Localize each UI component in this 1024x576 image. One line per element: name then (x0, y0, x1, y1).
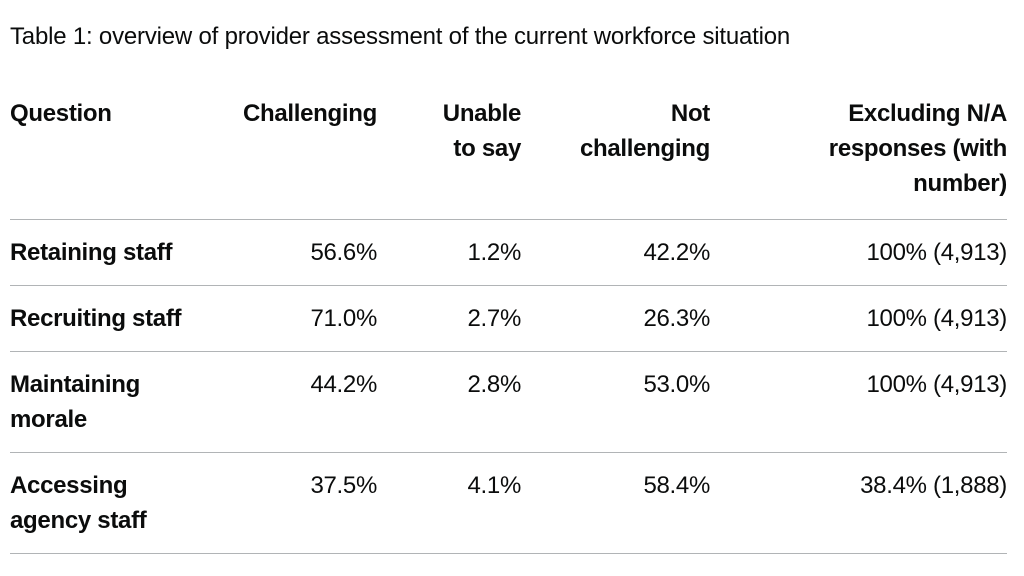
column-header-unable-to-say-text: Unable to say (442, 100, 522, 162)
row-label-maintaining-morale: Maintaining morale (10, 351, 225, 453)
column-header-excluding-na: Excluding N/A responses (with number) (710, 96, 1007, 220)
header-row: Question Challenging Unable to say Not c… (10, 96, 1007, 220)
cell-unable-to-say: 1.2% (377, 219, 521, 286)
row-label-recruiting-staff: Recruiting staff (10, 285, 225, 352)
column-header-not-challenging: Not challenging (521, 96, 710, 220)
cell-challenging: 37.5% (225, 452, 377, 554)
column-header-not-challenging-text: Not challenging (579, 100, 710, 162)
table-caption: Table 1: overview of provider assessment… (10, 23, 791, 50)
row-label-maintaining-morale-text: Maintaining morale (10, 371, 141, 433)
cell-unable-to-say: 2.8% (377, 351, 521, 453)
cell-excluding-na: 38.4% (1,888) (710, 452, 1007, 554)
cell-challenging: 56.6% (225, 219, 377, 286)
cell-not-challenging: 42.2% (521, 219, 710, 286)
row-label-accessing-agency-staff: Accessing agency staff (10, 452, 225, 554)
cell-challenging: 71.0% (225, 285, 377, 352)
cell-not-challenging: 58.4% (521, 452, 710, 554)
table-row: Maintaining morale 44.2% 2.8% 53.0% 100%… (10, 351, 1007, 453)
column-header-unable-to-say: Unable to say (377, 96, 521, 220)
table-row: Recruiting staff 71.0% 2.7% 26.3% 100% (… (10, 285, 1007, 352)
cell-not-challenging: 53.0% (521, 351, 710, 453)
cell-unable-to-say: 2.7% (377, 285, 521, 352)
table-row: Retaining staff 56.6% 1.2% 42.2% 100% (4… (10, 219, 1007, 286)
table-header: Question Challenging Unable to say Not c… (10, 96, 1007, 220)
column-header-question: Question (10, 96, 225, 220)
row-label-accessing-agency-staff-text: Accessing agency staff (10, 472, 147, 534)
cell-unable-to-say: 4.1% (377, 452, 521, 554)
column-header-excluding-na-text: Excluding N/A responses (with number) (828, 100, 1008, 197)
cell-excluding-na: 100% (4,913) (710, 351, 1007, 453)
cell-challenging: 44.2% (225, 351, 377, 453)
cell-not-challenging: 26.3% (521, 285, 710, 352)
row-label-retaining-staff: Retaining staff (10, 219, 225, 286)
workforce-table: Question Challenging Unable to say Not c… (10, 96, 1007, 554)
cell-excluding-na: 100% (4,913) (710, 285, 1007, 352)
table-body: Retaining staff 56.6% 1.2% 42.2% 100% (4… (10, 219, 1007, 554)
table-row: Accessing agency staff 37.5% 4.1% 58.4% … (10, 452, 1007, 554)
column-header-challenging: Challenging (225, 96, 377, 220)
cell-excluding-na: 100% (4,913) (710, 219, 1007, 286)
